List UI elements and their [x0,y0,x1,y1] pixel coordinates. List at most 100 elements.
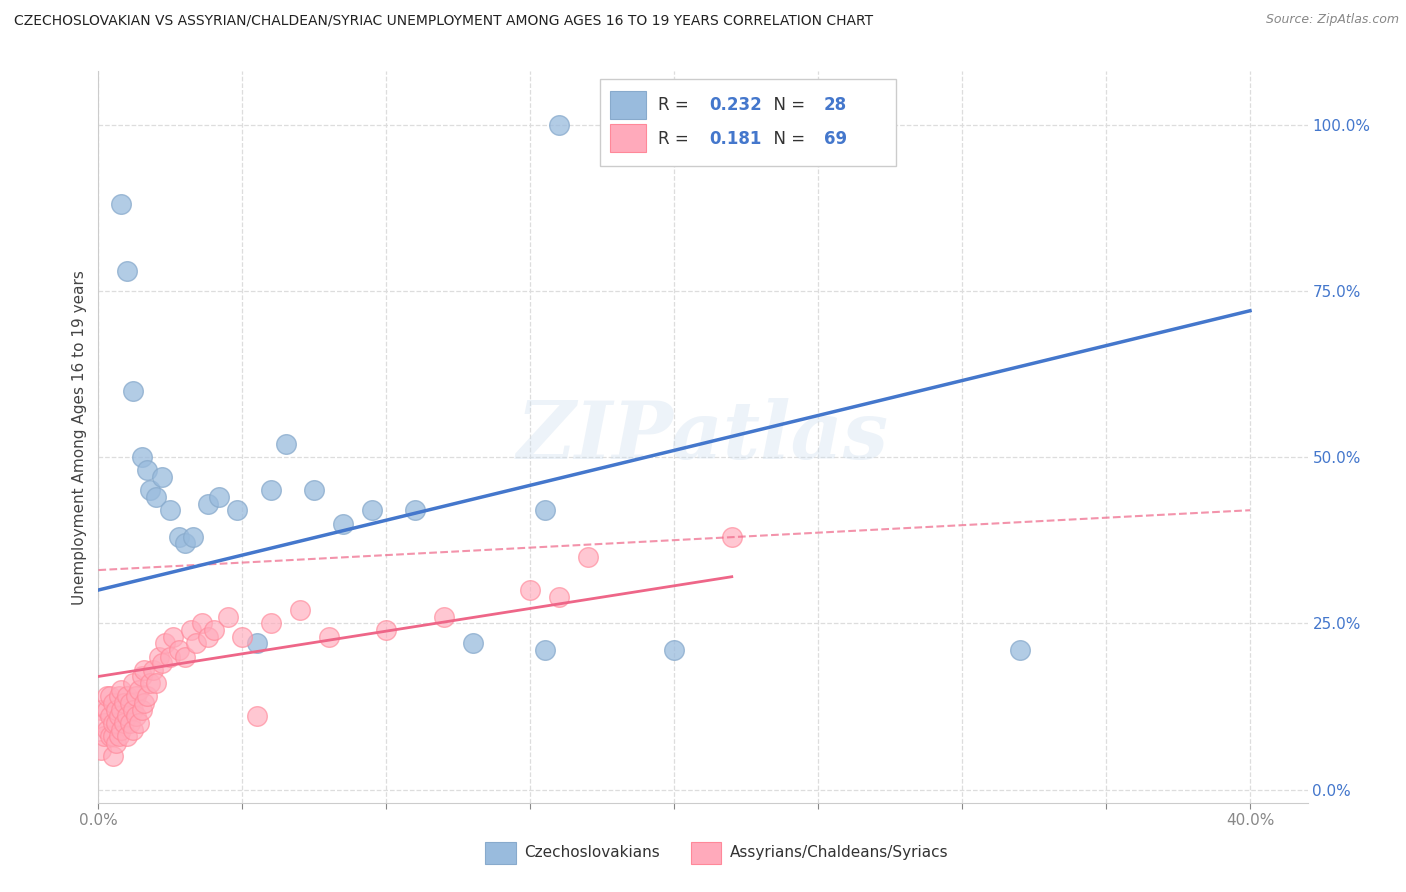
Text: 0.232: 0.232 [709,96,762,114]
Point [274,436,297,450]
Point [145,490,167,504]
Point [288,603,311,617]
Point [173,536,195,550]
Point [115,264,138,278]
Point [260,616,283,631]
Point [107,709,129,723]
Point [533,503,555,517]
Point [159,503,181,517]
Text: Assyrians/Chaldeans/Syriacs: Assyrians/Chaldeans/Syriacs [730,845,948,860]
Point [131,703,153,717]
Point [98,690,121,704]
Point [150,656,173,670]
Point [104,736,127,750]
Point [110,682,132,697]
Point [461,636,484,650]
Point [519,582,541,597]
Point [361,503,384,517]
Point [548,118,571,132]
Text: 69: 69 [824,129,846,148]
Point [197,630,219,644]
Point [375,623,398,637]
Point [136,463,159,477]
Text: Source: ZipAtlas.com: Source: ZipAtlas.com [1265,13,1399,27]
Point [104,703,127,717]
Point [122,723,145,737]
Point [142,663,165,677]
Point [231,630,253,644]
Point [167,643,190,657]
Point [128,716,150,731]
Point [98,709,121,723]
Point [159,649,181,664]
Point [162,630,184,644]
Point [98,729,121,743]
Point [145,676,167,690]
FancyBboxPatch shape [690,841,721,863]
Point [128,682,150,697]
Point [664,643,686,657]
Text: R =: R = [658,129,700,148]
Point [225,503,247,517]
Point [120,696,142,710]
Point [246,709,269,723]
Point [112,716,135,731]
Point [332,516,354,531]
Point [186,636,208,650]
Point [136,690,159,704]
Point [96,723,118,737]
Point [93,716,115,731]
Point [115,729,138,743]
Point [153,636,176,650]
Point [93,729,115,743]
Point [120,716,142,731]
Point [533,643,555,657]
Point [183,530,205,544]
Point [107,729,129,743]
Text: Czechoslovakians: Czechoslovakians [524,845,659,860]
Point [134,663,156,677]
Point [304,483,326,498]
Text: N =: N = [763,96,811,114]
Point [720,530,742,544]
Text: ZIPatlas: ZIPatlas [517,399,889,475]
Point [115,690,138,704]
Point [110,197,132,211]
Point [101,696,124,710]
Point [260,483,283,498]
Point [139,676,162,690]
Point [217,609,239,624]
Text: R =: R = [658,96,695,114]
Point [576,549,599,564]
Point [150,470,173,484]
Point [107,690,129,704]
Y-axis label: Unemployment Among Ages 16 to 19 years: Unemployment Among Ages 16 to 19 years [72,269,87,605]
Point [208,490,231,504]
Text: 0.181: 0.181 [709,129,762,148]
Point [180,623,202,637]
Point [246,636,269,650]
FancyBboxPatch shape [610,91,647,119]
Point [112,696,135,710]
Point [96,690,118,704]
Point [131,669,153,683]
Point [115,709,138,723]
Point [122,384,145,398]
Point [191,616,214,631]
Point [90,742,112,756]
FancyBboxPatch shape [610,124,647,152]
Point [104,716,127,731]
Point [202,623,225,637]
Point [125,690,148,704]
Point [125,709,148,723]
Point [90,703,112,717]
Point [433,609,456,624]
Point [96,703,118,717]
Point [197,497,219,511]
Point [167,530,190,544]
Point [101,729,124,743]
Point [139,483,162,498]
Point [101,749,124,764]
Point [131,450,153,464]
Text: 28: 28 [824,96,846,114]
